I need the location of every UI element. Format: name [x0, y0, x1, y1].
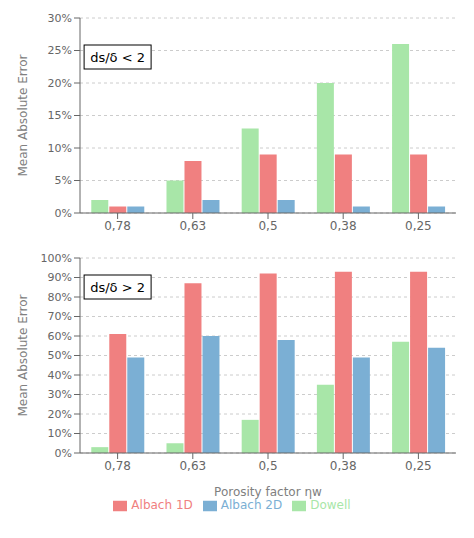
svg-text:0,5: 0,5: [258, 219, 277, 233]
html-text:Albach 1D: Albach 1D: [131, 498, 193, 512]
svg-text:20%: 20%: [48, 77, 72, 90]
html-text:ds/δ < 2: ds/δ < 2: [90, 49, 145, 65]
svg-text:50%: 50%: [48, 349, 72, 362]
html-text:Albach 2D: Albach 2D: [220, 498, 283, 512]
svg-text:10%: 10%: [48, 427, 72, 440]
svg-text:0,25: 0,25: [405, 219, 432, 233]
svg-text:20%: 20%: [48, 408, 72, 421]
svg-text:30%: 30%: [48, 12, 72, 25]
svg-text:30%: 30%: [48, 388, 72, 401]
svg-text:0%: 0%: [55, 447, 72, 460]
svg-text:40%: 40%: [48, 369, 72, 382]
svg-text:80%: 80%: [48, 291, 72, 304]
svg-text:5%: 5%: [55, 174, 72, 187]
svg-text:0,63: 0,63: [179, 459, 206, 473]
svg-text:0,78: 0,78: [104, 219, 131, 233]
svg-text:0,78: 0,78: [104, 459, 131, 473]
svg-text:90%: 90%: [48, 271, 72, 284]
svg-text:0,63: 0,63: [179, 219, 206, 233]
svg-text:0,38: 0,38: [330, 219, 357, 233]
html-text:ds/δ > 2: ds/δ > 2: [90, 279, 145, 295]
svg-text:70%: 70%: [48, 310, 72, 323]
svg-text:15%: 15%: [48, 109, 72, 122]
svg-text:Mean Absolute Error: Mean Absolute Error: [16, 294, 30, 416]
html-text:Dowell: Dowell: [310, 498, 351, 512]
svg-text:10%: 10%: [48, 142, 72, 155]
svg-text:25%: 25%: [48, 44, 72, 57]
svg-text:0%: 0%: [55, 207, 72, 220]
svg-text:0,38: 0,38: [330, 459, 357, 473]
svg-text:100%: 100%: [41, 252, 72, 265]
svg-text:0,5: 0,5: [258, 459, 277, 473]
svg-text:Porosity factor ηw: Porosity factor ηw: [214, 485, 322, 499]
svg-text:0,25: 0,25: [405, 459, 432, 473]
svg-text:Mean Absolute Error: Mean Absolute Error: [16, 54, 30, 176]
svg-text:60%: 60%: [48, 330, 72, 343]
